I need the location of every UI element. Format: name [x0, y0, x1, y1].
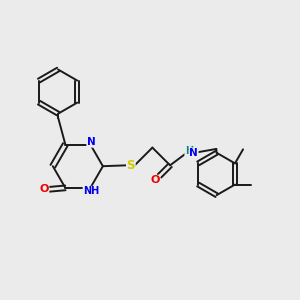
- Text: N: N: [87, 137, 96, 147]
- Text: N: N: [189, 148, 198, 158]
- Text: O: O: [40, 184, 49, 194]
- Text: O: O: [150, 175, 160, 185]
- Text: NH: NH: [83, 186, 99, 197]
- Text: S: S: [127, 159, 135, 172]
- Text: H: H: [185, 146, 193, 156]
